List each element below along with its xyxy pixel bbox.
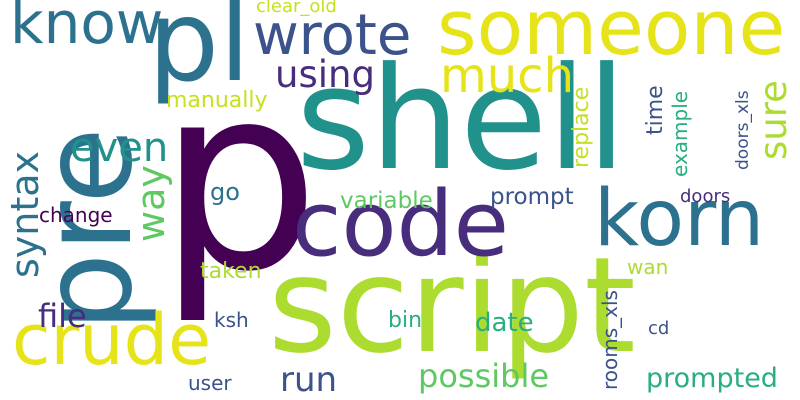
word-someone: someone	[437, 0, 786, 72]
word-go: go	[210, 178, 240, 206]
word-know: know	[10, 0, 164, 57]
word-pl: pl	[148, 0, 251, 107]
word-file: file	[38, 297, 87, 335]
word-example: example	[668, 90, 692, 177]
word-cd: cd	[648, 318, 670, 339]
word-doors-xls: doors_xls	[733, 90, 753, 170]
word-doors: doors	[680, 186, 731, 207]
word-using: using	[275, 53, 375, 96]
word-run: run	[280, 360, 338, 400]
word-change: change	[39, 203, 113, 227]
word-rooms-xls: rooms_xls	[598, 290, 622, 390]
word-wan: wan	[627, 255, 669, 279]
word-user: user	[188, 371, 232, 395]
word-way: way	[129, 165, 173, 242]
word-possible: possible	[418, 357, 550, 395]
word-taken: taken	[200, 259, 262, 284]
word-shell: shell	[296, 37, 627, 202]
word-even: even	[70, 125, 169, 171]
word-p: p	[158, 31, 320, 328]
word-prompted: prompted	[646, 363, 778, 394]
word-script: script	[268, 229, 636, 383]
word-much: much	[440, 48, 574, 104]
word-wrote: wrote	[253, 3, 412, 68]
word-replace: replace	[569, 86, 594, 168]
word-korn: korn	[594, 174, 765, 264]
word-variable: variable	[340, 188, 433, 214]
word-crude: crude	[12, 299, 212, 381]
word-ksh: ksh	[214, 308, 249, 332]
word-bin: bin	[388, 308, 423, 333]
word-prompt: prompt	[490, 184, 574, 210]
word-code: code	[292, 172, 510, 277]
word-time: time	[643, 85, 668, 135]
word-sure: sure	[752, 80, 795, 160]
word-manually: manually	[166, 88, 268, 113]
word-clear-old: clear_old	[256, 0, 337, 17]
word-date: date	[475, 308, 534, 338]
